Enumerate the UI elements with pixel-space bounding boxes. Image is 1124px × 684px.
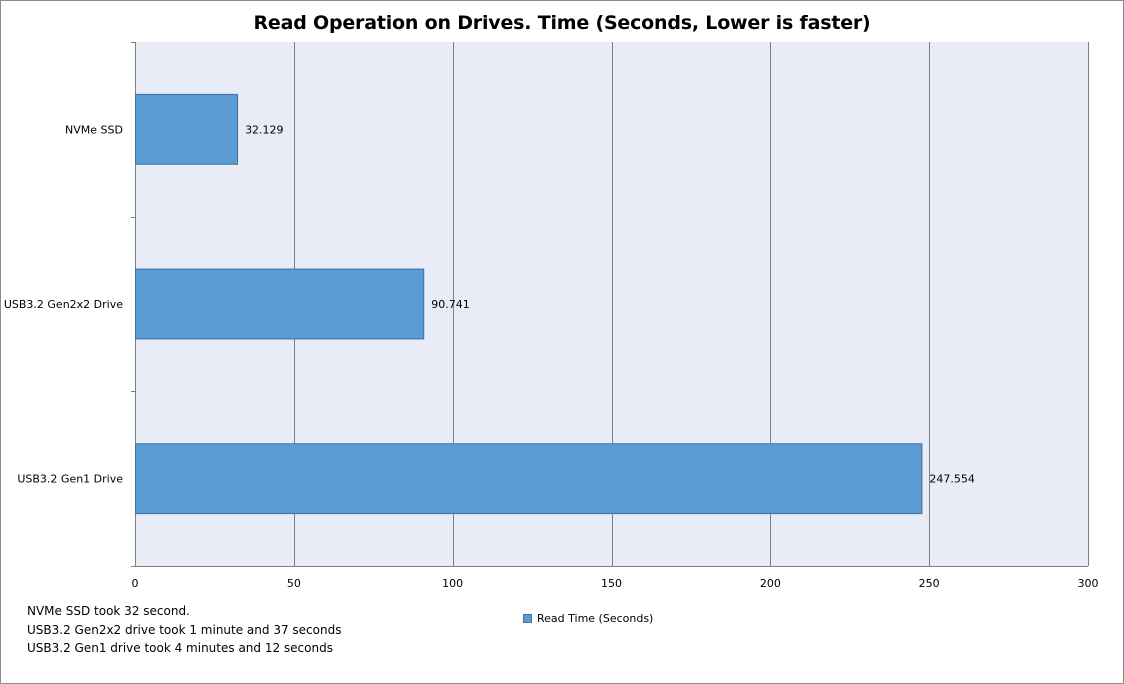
x-tick-label: 0 [132,577,139,590]
legend-swatch [523,614,532,623]
legend-label: Read Time (Seconds) [537,612,654,625]
data-label: 247.554 [929,473,975,486]
data-label: 32.129 [245,123,283,136]
category-label: USB3.2 Gen1 Drive [17,473,123,486]
x-tick-label: 150 [601,577,622,590]
bar [135,93,239,165]
x-tick-label: 250 [919,577,940,590]
note-line: USB3.2 Gen2x2 drive took 1 minute and 37… [27,622,342,637]
x-tick-label: 200 [760,577,781,590]
bar [135,268,425,340]
category-label: USB3.2 Gen2x2 Drive [4,298,123,311]
category-label: NVMe SSD [65,123,123,136]
note-line: USB3.2 Gen1 drive took 4 minutes and 12 … [27,641,333,655]
bar [135,443,923,515]
x-tick-label: 50 [287,577,301,590]
chart-title: Read Operation on Drives. Time (Seconds,… [253,12,871,34]
chart-legend: Read Time (Seconds) [523,612,653,625]
notes-block: NVMe SSD took 32 second. USB3.2 Gen2x2 d… [27,602,341,658]
x-tick-label: 300 [1078,577,1099,590]
note-line: NVMe SSD took 32 second. [27,604,190,618]
x-tick-label: 100 [442,577,463,590]
data-label: 90.741 [431,298,470,311]
